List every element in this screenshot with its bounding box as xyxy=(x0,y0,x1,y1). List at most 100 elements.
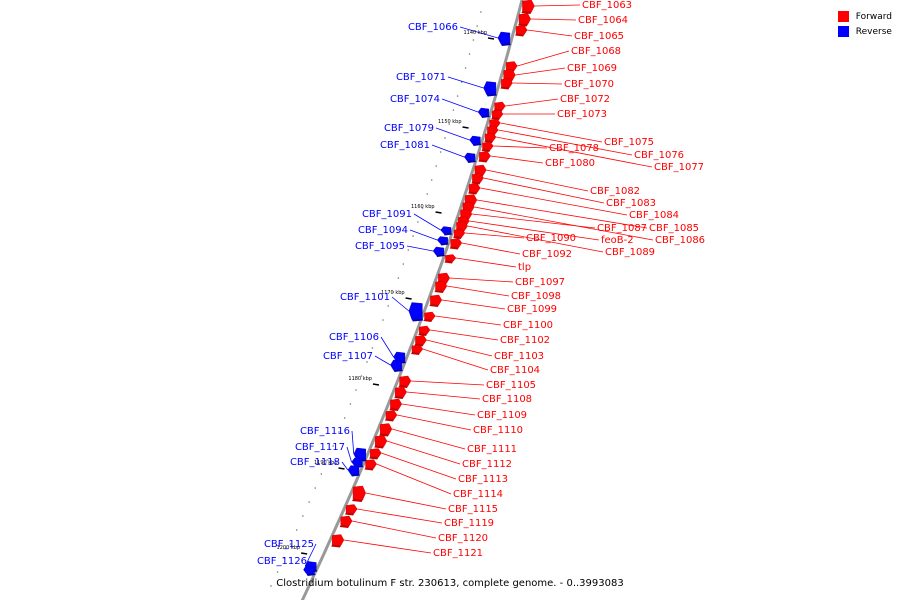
gene-feature-cbf-1089[interactable] xyxy=(456,221,468,231)
gene-feature-cbf-1108[interactable] xyxy=(395,386,407,398)
gene-label-cbf-1107[interactable]: CBF_1107 xyxy=(323,351,373,362)
gene-label-cbf-1087[interactable]: CBF_1087 xyxy=(597,223,647,234)
gene-feature-cbf-1121[interactable] xyxy=(331,534,345,546)
gene-feature-cbf-1119[interactable] xyxy=(345,504,358,514)
gene-label-cbf-1089[interactable]: CBF_1089 xyxy=(605,247,655,258)
gene-label-cbf-1111[interactable]: CBF_1111 xyxy=(467,444,517,455)
gene-feature-cbf-1113[interactable] xyxy=(369,448,382,458)
gene-label-cbf-1097[interactable]: CBF_1097 xyxy=(515,277,565,288)
gene-feature-cbf-1111[interactable] xyxy=(379,423,393,435)
gene-feature-cbf-1077[interactable] xyxy=(485,132,497,142)
gene-label-cbf-1077[interactable]: CBF_1077 xyxy=(654,162,704,173)
gene-feature-cbf-1120[interactable] xyxy=(340,515,353,527)
gene-label-cbf-1116[interactable]: CBF_1116 xyxy=(300,426,350,437)
gene-feature-cbf-1105[interactable] xyxy=(399,375,412,387)
gene-label-cbf-1108[interactable]: CBF_1108 xyxy=(482,394,532,405)
gene-feature-cbf-1107[interactable] xyxy=(390,359,403,371)
gene-feature-cbf-1094[interactable] xyxy=(436,236,448,244)
gene-label-cbf-1066[interactable]: CBF_1066 xyxy=(408,22,458,33)
gene-label-cbf-1109[interactable]: CBF_1109 xyxy=(477,410,527,421)
gene-label-cbf-1100[interactable]: CBF_1100 xyxy=(503,320,553,331)
gene-feature-cbf-1076[interactable] xyxy=(487,125,499,135)
gene-label-cbf-1085[interactable]: CBF_1085 xyxy=(649,223,699,234)
gene-feature-cbf-1109[interactable] xyxy=(390,398,403,410)
gene-feature-cbf-1091[interactable] xyxy=(440,226,452,234)
gene-feature-cbf-1095[interactable] xyxy=(432,246,445,256)
gene-feature-cbf-1066[interactable] xyxy=(497,31,511,45)
gene-feature-cbf-1116[interactable] xyxy=(353,447,366,461)
gene-label-cbf-1075[interactable]: CBF_1075 xyxy=(604,137,654,148)
gene-feature-cbf-1115[interactable] xyxy=(352,485,366,501)
gene-label-cbf-1074[interactable]: CBF_1074 xyxy=(390,94,440,105)
gene-label-cbf-1115[interactable]: CBF_1115 xyxy=(448,504,498,515)
gene-label-cbf-1113[interactable]: CBF_1113 xyxy=(458,474,508,485)
gene-label-cbf-1083[interactable]: CBF_1083 xyxy=(606,198,656,209)
gene-feature-cbf-1098[interactable] xyxy=(435,280,448,292)
gene-feature-cbf-1118[interactable] xyxy=(347,465,360,475)
gene-label-cbf-1104[interactable]: CBF_1104 xyxy=(490,365,540,376)
gene-label-cbf-1082[interactable]: CBF_1082 xyxy=(590,186,640,197)
gene-feature-cbf-1104[interactable] xyxy=(411,344,424,354)
gene-feature-cbf-1099[interactable] xyxy=(430,294,443,306)
gene-label-cbf-1114[interactable]: CBF_1114 xyxy=(453,489,503,500)
gene-feature-cbf-1063[interactable] xyxy=(522,0,535,13)
gene-label-cbf-1110[interactable]: CBF_1110 xyxy=(473,425,523,436)
gene-label-cbf-1103[interactable]: CBF_1103 xyxy=(494,351,544,362)
gene-feature-cbf-1114[interactable] xyxy=(365,459,377,469)
gene-label-cbf-1073[interactable]: CBF_1073 xyxy=(557,109,607,120)
gene-label-cbf-1078[interactable]: CBF_1078 xyxy=(549,143,599,154)
gene-label-cbf-1072[interactable]: CBF_1072 xyxy=(560,94,610,105)
gene-label-cbf-1069[interactable]: CBF_1069 xyxy=(567,63,617,74)
gene-label-cbf-1120[interactable]: CBF_1120 xyxy=(438,533,488,544)
gene-feature-cbf-1126[interactable] xyxy=(303,565,315,575)
gene-label-cbf-1098[interactable]: CBF_1098 xyxy=(511,291,561,302)
gene-label-cbf-1092[interactable]: CBF_1092 xyxy=(522,249,572,260)
gene-feature-tlp[interactable] xyxy=(445,254,457,262)
gene-label-cbf-1112[interactable]: CBF_1112 xyxy=(462,459,512,470)
gene-label-cbf-1102[interactable]: CBF_1102 xyxy=(500,335,550,346)
gene-feature-cbf-1068[interactable] xyxy=(505,61,518,71)
gene-label-cbf-1121[interactable]: CBF_1121 xyxy=(433,548,483,559)
gene-label-cbf-1084[interactable]: CBF_1084 xyxy=(629,210,679,221)
gene-label-cbf-1065[interactable]: CBF_1065 xyxy=(574,31,624,42)
gene-label-cbf-1076[interactable]: CBF_1076 xyxy=(634,150,684,161)
gene-label-cbf-1080[interactable]: CBF_1080 xyxy=(545,158,595,169)
gene-label-cbf-1106[interactable]: CBF_1106 xyxy=(329,332,379,343)
gene-feature-cbf-1064[interactable] xyxy=(518,13,531,25)
gene-feature-cbf-1073[interactable] xyxy=(492,109,504,119)
gene-feature-cbf-1074[interactable] xyxy=(477,107,490,117)
gene-label-cbf-1064[interactable]: CBF_1064 xyxy=(578,15,628,26)
gene-feature-cbf-1081[interactable] xyxy=(464,152,476,162)
gene-label-cbf-1063[interactable]: CBF_1063 xyxy=(582,0,632,11)
gene-feature-cbf-1075[interactable] xyxy=(489,118,501,128)
gene-label-cbf-1090[interactable]: CBF_1090 xyxy=(526,233,576,244)
gene-label-cbf-1101[interactable]: CBF_1101 xyxy=(340,292,390,303)
gene-label-cbf-1068[interactable]: CBF_1068 xyxy=(571,46,621,57)
gene-label-cbf-1091[interactable]: CBF_1091 xyxy=(362,209,412,220)
gene-label-tlp[interactable]: tlp xyxy=(518,262,531,273)
gene-feature-cbf-1106[interactable] xyxy=(393,351,406,363)
gene-feature-cbf-1080[interactable] xyxy=(479,151,491,161)
gene-feature-cbf-1078[interactable] xyxy=(482,141,494,151)
gene-label-cbf-1099[interactable]: CBF_1099 xyxy=(507,304,557,315)
gene-feature-cbf-1101[interactable] xyxy=(408,302,423,320)
gene-feature-cbf-1069[interactable] xyxy=(503,69,516,81)
gene-feature-cbf-1112[interactable] xyxy=(375,435,388,447)
gene-feature-cbf-1082[interactable] xyxy=(474,164,487,176)
gene-label-feob-2[interactable]: feoB-2 xyxy=(601,235,634,246)
gene-feature-cbf-1072[interactable] xyxy=(494,101,506,111)
gene-feature-cbf-1117[interactable] xyxy=(351,457,363,467)
gene-feature-cbf-1092[interactable] xyxy=(450,238,463,248)
gene-label-cbf-1125[interactable]: CBF_1125 xyxy=(264,539,314,550)
gene-feature-cbf-1070[interactable] xyxy=(501,78,513,88)
gene-label-cbf-1094[interactable]: CBF_1094 xyxy=(358,225,408,236)
gene-label-cbf-1105[interactable]: CBF_1105 xyxy=(486,380,536,391)
gene-feature-cbf-1087[interactable] xyxy=(460,208,473,220)
gene-label-cbf-1070[interactable]: CBF_1070 xyxy=(564,79,614,90)
gene-label-cbf-1118[interactable]: CBF_1118 xyxy=(290,457,340,468)
gene-feature-cbf-1097[interactable] xyxy=(438,272,450,284)
gene-feature-cbf-1071[interactable] xyxy=(483,81,497,95)
gene-label-cbf-1095[interactable]: CBF_1095 xyxy=(355,241,405,252)
gene-label-cbf-1119[interactable]: CBF_1119 xyxy=(444,518,494,529)
gene-label-cbf-1126[interactable]: CBF_1126 xyxy=(257,556,307,567)
